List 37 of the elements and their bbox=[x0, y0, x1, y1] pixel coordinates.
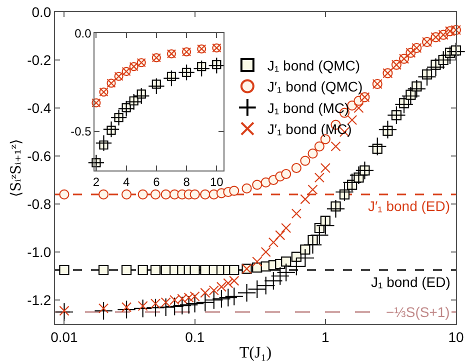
x-tick-label: 10 bbox=[448, 328, 464, 345]
x-tick-label: 0.1 bbox=[185, 328, 205, 345]
point bbox=[148, 78, 165, 95]
point bbox=[178, 64, 195, 81]
y-tick-label: -0.6 bbox=[27, 148, 52, 164]
point bbox=[95, 134, 112, 152]
point bbox=[132, 88, 150, 104]
x-tick-label: 1 bbox=[322, 328, 330, 345]
y-tick-label: -1.0 bbox=[27, 244, 52, 260]
legend-label: J₁ bond (QMC) bbox=[267, 58, 360, 74]
point bbox=[110, 109, 128, 126]
x-tick-label: 0.01 bbox=[50, 328, 78, 345]
legend-label: J′₁ bond (QMC) bbox=[267, 78, 363, 95]
y-tick-label: -0.5 bbox=[70, 124, 92, 138]
y-tick-label: -0.2 bbox=[27, 52, 52, 68]
point bbox=[163, 70, 180, 87]
point bbox=[193, 60, 210, 77]
y-tick-label: -0.8 bbox=[27, 196, 52, 212]
ref-line-label: J′₁ bond (ED) bbox=[368, 198, 450, 214]
x-tick-label: 10 bbox=[210, 174, 224, 189]
point bbox=[125, 93, 142, 110]
x-tick-label: 6 bbox=[153, 174, 160, 189]
ref-line-label: J₁ bond (ED) bbox=[371, 274, 450, 290]
y-tick-label: -0.4 bbox=[27, 100, 52, 116]
y-axis-title: ⟨SᵢᶻSᵢ₊₁ᶻ⟩ bbox=[8, 139, 25, 197]
x-tick-label: 2 bbox=[92, 174, 100, 189]
ref-line-label: −⅓S(S+1) bbox=[386, 304, 450, 320]
point bbox=[102, 120, 120, 138]
point bbox=[118, 100, 135, 118]
y-tick-label: 0.0 bbox=[74, 26, 92, 40]
point bbox=[88, 154, 105, 172]
x-axis-title: T(J₁) bbox=[239, 344, 272, 362]
x-tick-label: 8 bbox=[183, 174, 190, 189]
point bbox=[208, 57, 226, 74]
x-tick-label: 4 bbox=[122, 174, 130, 189]
y-tick-label: 0.0 bbox=[32, 4, 52, 20]
y-tick-label: -1.2 bbox=[27, 292, 52, 308]
